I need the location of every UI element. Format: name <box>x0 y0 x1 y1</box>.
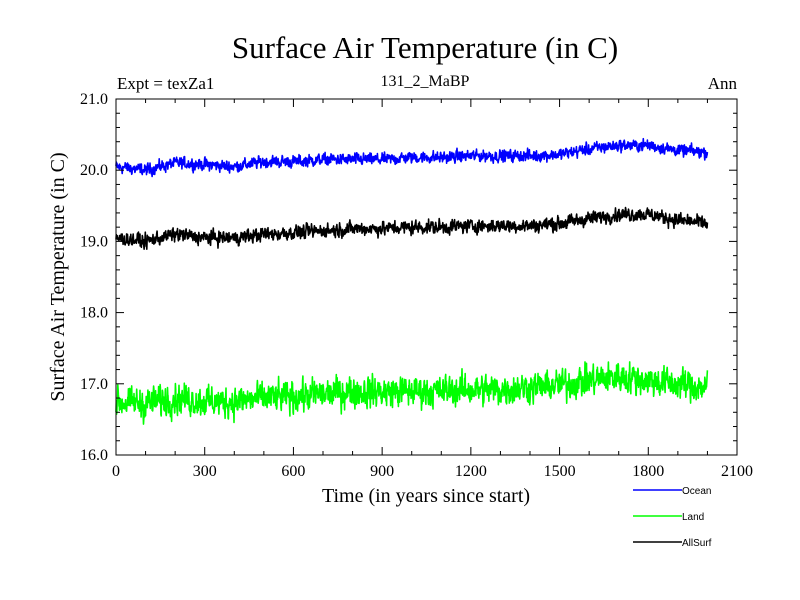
subtitle-center: 131_2_MaBP <box>381 73 470 90</box>
y-tick-label: 18.0 <box>80 305 108 322</box>
chart-title: Surface Air Temperature (in C) <box>232 30 618 65</box>
series-line-ocean <box>115 137 709 178</box>
y-axis-label: Surface Air Temperature (in C) <box>47 152 69 401</box>
subtitle-right: Ann <box>708 74 738 93</box>
experiment-label: Expt = texZa1 <box>117 74 214 93</box>
legend-label-land: Land <box>682 512 704 523</box>
legend-label-allsurf: AllSurf <box>682 538 712 549</box>
y-tick-label: 19.0 <box>80 233 108 250</box>
x-tick-label: 600 <box>281 463 305 480</box>
x-tick-label: 1800 <box>632 463 664 480</box>
legend-label-ocean: Ocean <box>682 486 711 497</box>
x-tick-label: 900 <box>370 463 394 480</box>
series-layer <box>115 137 709 425</box>
legend: Ocean Land AllSurf <box>633 486 712 549</box>
x-axis-label: Time (in years since start) <box>322 485 530 507</box>
x-tick-label: 1200 <box>455 463 487 480</box>
series-line-land <box>115 361 709 425</box>
y-tick-label: 20.0 <box>80 162 108 179</box>
x-tick-label: 300 <box>193 463 217 480</box>
x-tick-label: 0 <box>112 463 120 480</box>
y-tick-label: 17.0 <box>80 376 108 393</box>
axes-layer: 0 300 600 900 1200 1500 1800 2100 16.0 17.0 18.0 19… <box>80 91 753 480</box>
series-line-allsurf <box>115 206 709 250</box>
x-tick-label: 2100 <box>721 463 753 480</box>
plot-frame <box>115 98 738 456</box>
x-tick-label: 1500 <box>544 463 576 480</box>
y-tick-label: 16.0 <box>80 447 108 464</box>
y-tick-label: 21.0 <box>80 91 108 108</box>
